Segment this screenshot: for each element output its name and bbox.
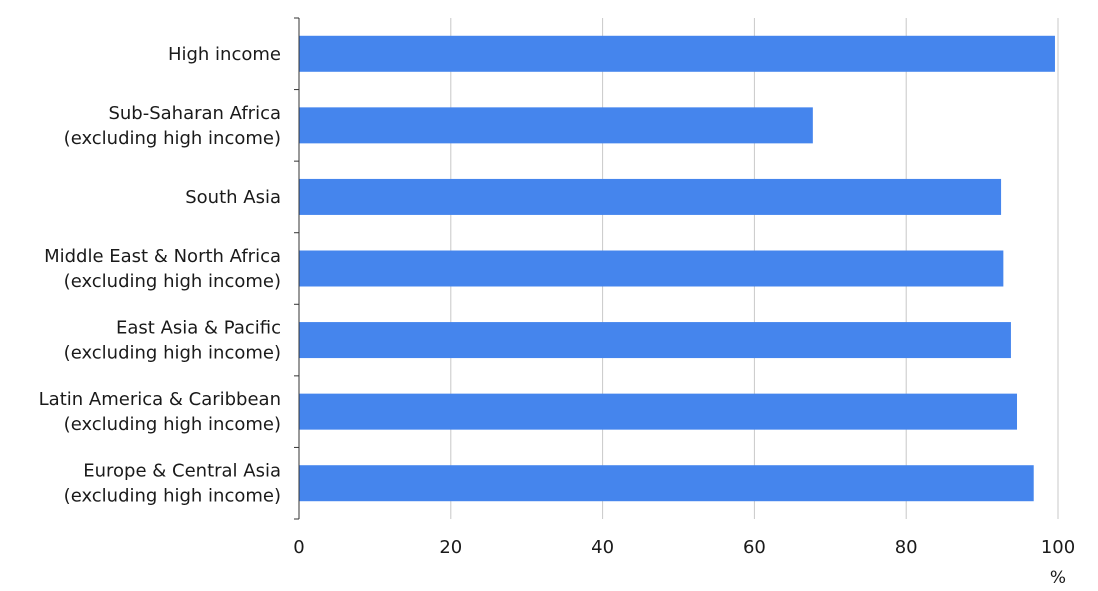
bar	[299, 35, 1055, 72]
bar	[299, 107, 813, 144]
bars	[299, 35, 1055, 502]
x-tick-label: 80	[895, 537, 918, 558]
category-label: Europe & Central Asia	[83, 461, 281, 482]
bar	[299, 393, 1018, 430]
category-label: Sub-Saharan Africa	[108, 103, 281, 124]
bar	[299, 250, 1004, 287]
category-label: (excluding high income)	[64, 271, 281, 292]
x-tick-label: 40	[591, 537, 614, 558]
axes	[294, 17, 300, 520]
category-label: (excluding high income)	[64, 343, 281, 364]
bar	[299, 178, 1002, 215]
x-tick-labels: 0 20 40 60 80 100	[293, 537, 1075, 558]
category-label: High income	[168, 44, 281, 65]
category-label: South Asia	[185, 187, 281, 208]
x-axis-unit-label: %	[1050, 568, 1066, 588]
bar	[299, 465, 1034, 502]
x-tick-label: 100	[1041, 537, 1075, 558]
category-labels: High income Sub-Saharan Africa (excluding …	[39, 44, 281, 507]
category-label: East Asia & Pacific	[116, 318, 281, 339]
x-tick-label: 60	[743, 537, 766, 558]
category-label: (excluding high income)	[64, 486, 281, 507]
category-label: Latin America & Caribbean	[39, 389, 281, 410]
category-label: Middle East & North Africa	[44, 246, 281, 267]
bar	[299, 322, 1011, 359]
x-tick-label: 20	[439, 537, 462, 558]
category-label: (excluding high income)	[64, 414, 281, 435]
category-label: (excluding high income)	[64, 128, 281, 149]
x-tick-label: 0	[293, 537, 304, 558]
